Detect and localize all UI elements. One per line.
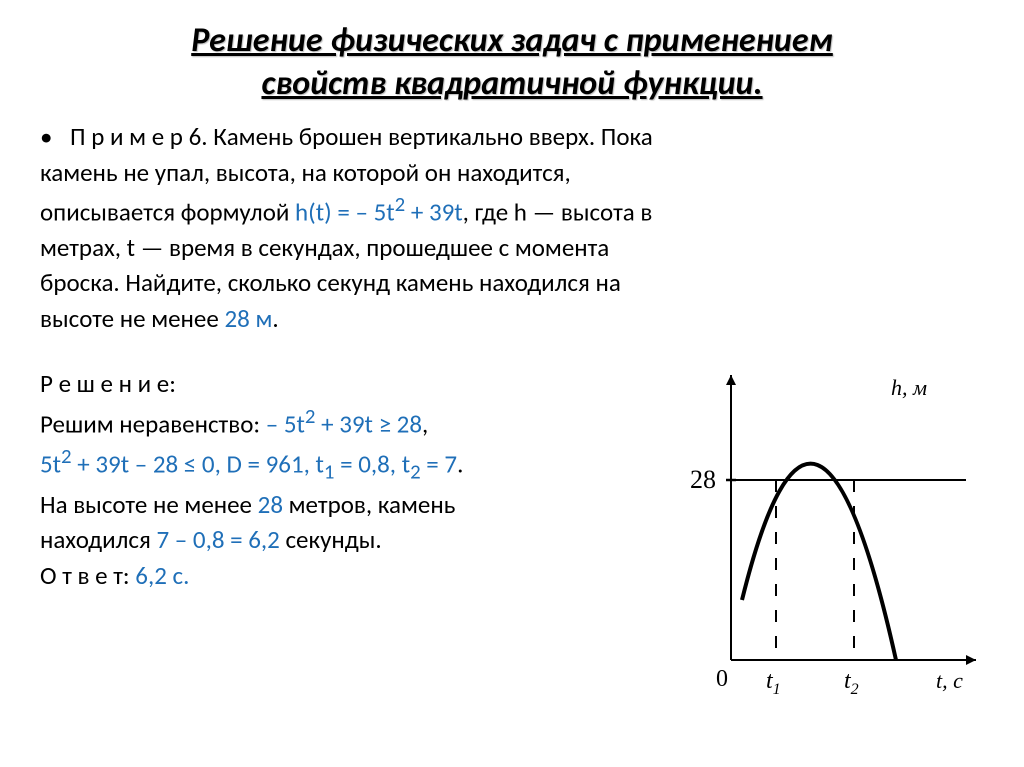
hl-calc: 7 – 0,8 = 6,2 xyxy=(156,524,279,555)
prob-text-3b: , где h — высота в xyxy=(463,196,653,227)
prob-dot: . xyxy=(272,303,278,334)
ineq-1a: – 5t xyxy=(266,408,305,439)
sol-2c: = 0,8, t xyxy=(334,448,410,479)
x-axis-arrow-icon xyxy=(966,655,976,665)
y-axis-arrow-icon xyxy=(726,375,736,385)
prob-text-3a: описывается формулой xyxy=(40,196,295,227)
formula-part1: h(t) = – 5t xyxy=(295,196,395,227)
comma-1: , xyxy=(422,408,428,439)
chart-svg: h, м 28 0 t1 t2 t, c xyxy=(686,360,986,700)
prob-text-6a: высоте не менее xyxy=(40,303,224,334)
sol-2b: + 39t – 28 ≤ 0, D = 961, t xyxy=(72,448,324,479)
prob-text-5: броска. Найдите, сколько секунд камень н… xyxy=(40,267,621,298)
sol-sub1: 1 xyxy=(324,458,335,484)
parabola-chart: h, м 28 0 t1 t2 t, c xyxy=(686,360,986,700)
formula-part2: + 39t xyxy=(405,196,462,227)
sol-3b: метров, камень xyxy=(283,489,455,520)
sol-2a: 5t xyxy=(40,448,61,479)
sol-2sup: 2 xyxy=(61,443,72,469)
title-line-1: Решение физических задач с применением xyxy=(191,20,833,61)
sol-4b: секунды. xyxy=(280,524,382,555)
problem-paragraph: •П р и м е р 6. Камень брошен вертикальн… xyxy=(40,119,984,336)
slide-title: Решение физических задач с применением с… xyxy=(40,20,984,105)
answer-value: 6,2 с. xyxy=(135,560,189,591)
dot-2: . xyxy=(457,448,463,479)
prob-text-4: метрах, t — время в секундах, прошедшее … xyxy=(40,232,609,263)
t1-label: t1 xyxy=(766,668,781,698)
bullet-icon: • xyxy=(40,119,70,155)
prob-text-2: камень не упал, высота, на которой он на… xyxy=(40,157,571,188)
t2-label: t2 xyxy=(844,668,859,698)
sol-1a: Решим неравенство: xyxy=(40,408,266,439)
prob-text-1: Камень брошен вертикально вверх. Пока xyxy=(208,121,653,152)
solution-label: Р е ш е н и е: xyxy=(40,368,176,399)
x-axis-label: t, c xyxy=(936,668,963,693)
sol-4a: находился xyxy=(40,524,156,555)
sol-sub2: 2 xyxy=(410,458,421,484)
sol-2d: = 7 xyxy=(421,448,457,479)
origin-label: 0 xyxy=(716,666,728,692)
parabola-curve xyxy=(742,464,896,660)
hl-28m: 28 м xyxy=(224,303,272,334)
y-tick-label: 28 xyxy=(690,465,716,494)
ineq-1b: + 39t ≥ 28 xyxy=(315,408,422,439)
y-axis-label: h, м xyxy=(891,375,927,400)
example-label: П р и м е р 6. xyxy=(70,121,208,152)
formula-sup1: 2 xyxy=(395,191,406,217)
answer-label: О т в е т: xyxy=(40,560,135,591)
solution-paragraph: Р е ш е н и е: Решим неравенство: – 5t2 … xyxy=(40,366,700,593)
hl-28: 28 xyxy=(258,489,283,520)
title-line-2: свойств квадратичной функции. xyxy=(261,63,762,104)
ineq-1sup: 2 xyxy=(305,403,316,429)
sol-3a: На высоте не менее xyxy=(40,489,258,520)
